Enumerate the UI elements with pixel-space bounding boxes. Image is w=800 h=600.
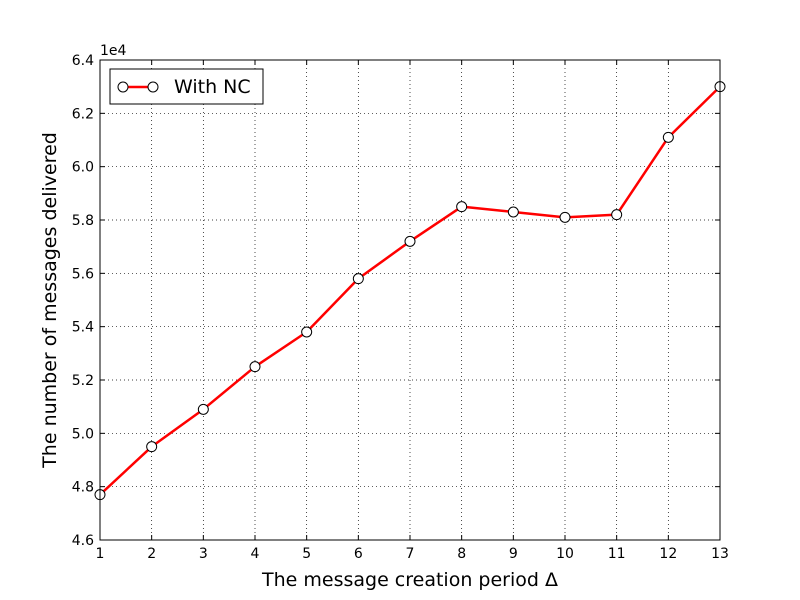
ticks [99, 59, 721, 541]
y-tick-label: 5.8 [72, 213, 94, 229]
tick-labels: 1 2 3 4 5 6 7 8 9 10 11 12 134.64.85.05.25.45.65.86.… [72, 53, 729, 562]
x-tick-label: 9 [509, 546, 518, 562]
y-tick-label: 4.6 [72, 533, 94, 549]
data-point [611, 209, 623, 221]
x-tick-label: 12 [659, 546, 677, 562]
legend: With NC [109, 68, 264, 105]
x-tick-label: 6 [354, 546, 363, 562]
series-layer [94, 81, 726, 501]
x-axis-title: The message creation period Δ [261, 569, 558, 591]
x-tick-label: 4 [251, 546, 260, 562]
legend-marker-icon [117, 81, 129, 93]
data-point [146, 441, 158, 453]
y-offset-label: 1e4 [100, 43, 127, 59]
data-point [249, 361, 261, 373]
grid [100, 60, 720, 540]
data-point [559, 211, 571, 223]
y-tick-label: 5.4 [72, 320, 94, 336]
y-tick-label: 6.4 [72, 53, 94, 69]
y-tick-label: 5.0 [72, 426, 94, 442]
y-tick-label: 6.0 [72, 160, 94, 176]
data-point [507, 206, 519, 218]
y-tick-label: 5.6 [72, 266, 94, 282]
x-tick-label: 11 [608, 546, 626, 562]
y-axis-title: The number of messages delivered [39, 132, 61, 469]
x-tick-label: 2 [147, 546, 156, 562]
data-point [404, 235, 416, 247]
legend-entry-label: With NC [174, 76, 251, 98]
y-tick-label: 5.2 [72, 373, 94, 389]
x-tick-label: 8 [457, 546, 466, 562]
x-tick-label: 13 [711, 546, 729, 562]
x-tick-label: 3 [199, 546, 208, 562]
x-tick-label: 1 [96, 546, 105, 562]
data-point [662, 131, 674, 143]
x-tick-label: 5 [302, 546, 311, 562]
y-tick-label: 4.8 [72, 480, 94, 496]
x-tick-label: 7 [406, 546, 415, 562]
data-point [352, 273, 364, 285]
y-tick-label: 6.2 [72, 106, 94, 122]
x-tick-label: 10 [556, 546, 574, 562]
data-point [301, 326, 313, 338]
data-point [197, 403, 209, 415]
legend-marker-icon [147, 81, 159, 93]
data-point [456, 201, 468, 213]
